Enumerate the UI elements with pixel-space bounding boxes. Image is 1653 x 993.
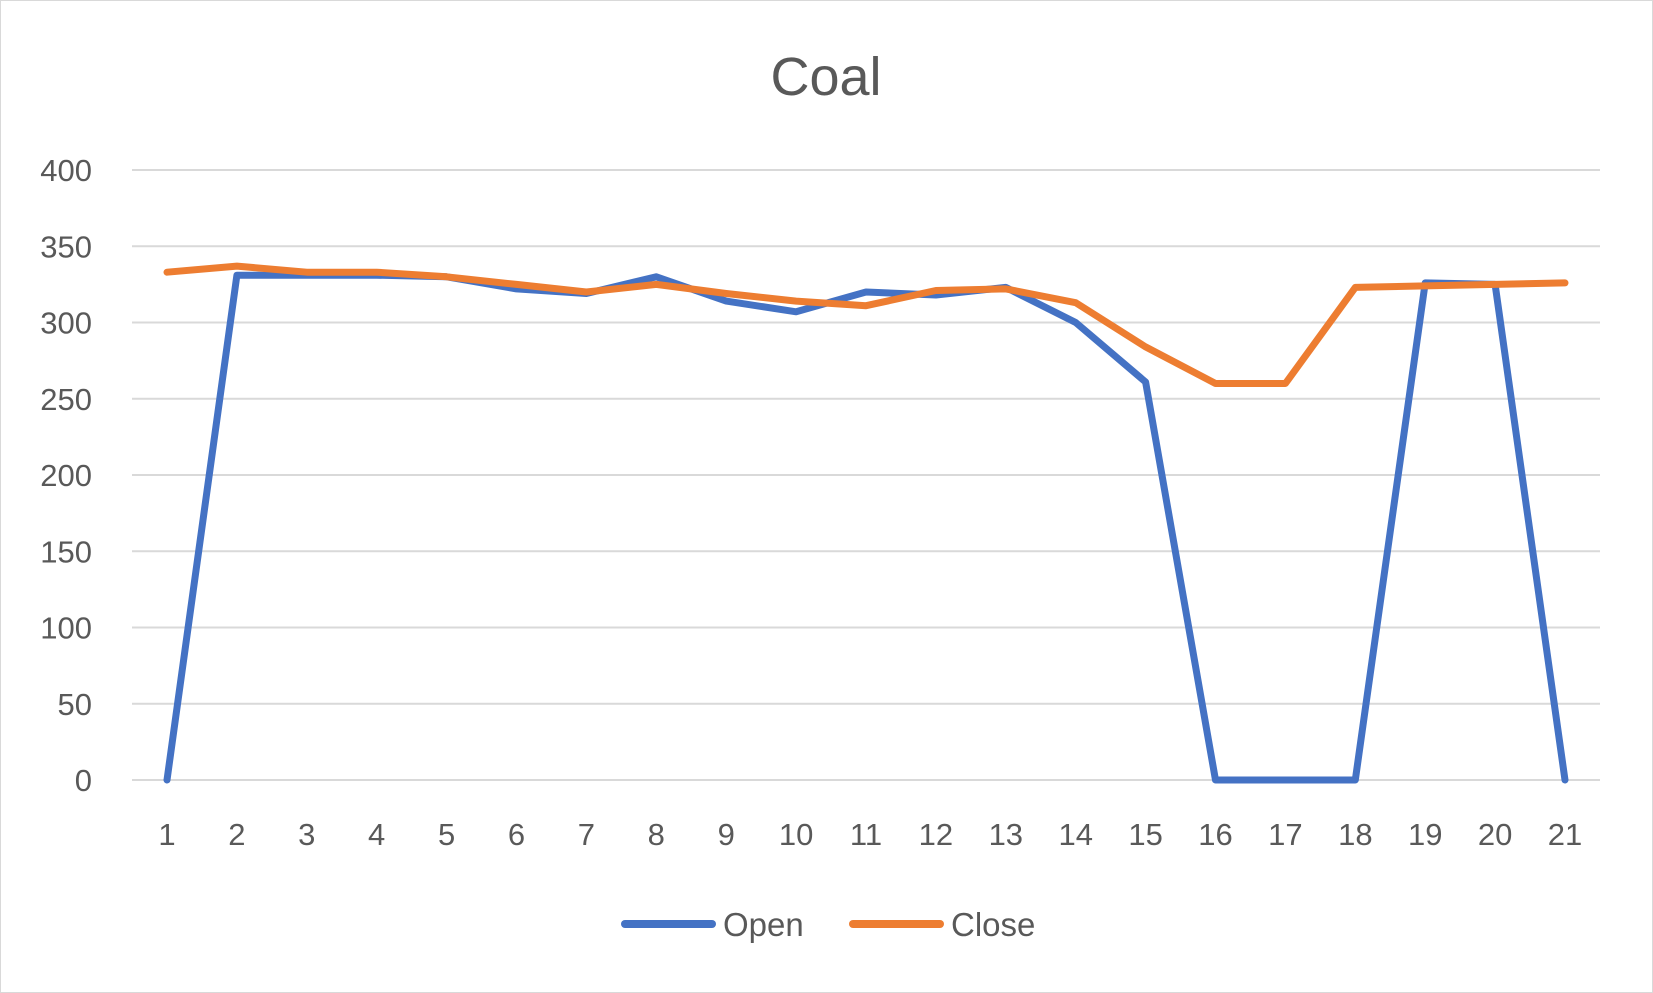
- x-axis-tick-labels: 1 2 3 4 5 6 7 8 9 10 11 12 13 14 15 16 17 18 19 20 21: [158, 817, 1582, 852]
- y-tick-label: 150: [40, 534, 92, 569]
- x-tick-label: 9: [718, 817, 735, 852]
- x-tick-label: 19: [1408, 817, 1442, 852]
- x-tick-label: 7: [578, 817, 595, 852]
- x-tick-label: 6: [508, 817, 525, 852]
- y-tick-label: 100: [40, 611, 92, 646]
- x-tick-label: 2: [228, 817, 245, 852]
- y-tick-label: 250: [40, 382, 92, 417]
- y-tick-label: 200: [40, 458, 92, 493]
- y-axis-tick-labels: 0 50 100 150 200 250 300 350 400: [40, 153, 92, 798]
- x-tick-label: 1: [158, 817, 175, 852]
- legend-label: Close: [951, 906, 1035, 943]
- legend: Open Close: [621, 906, 1035, 943]
- legend-item-close: Close: [849, 906, 1035, 943]
- x-tick-label: 11: [850, 817, 882, 852]
- x-tick-label: 15: [1128, 817, 1162, 852]
- x-tick-label: 21: [1548, 817, 1582, 852]
- x-tick-label: 10: [779, 817, 813, 852]
- legend-label: Open: [723, 906, 804, 943]
- y-tick-label: 0: [75, 763, 92, 798]
- x-tick-label: 12: [919, 817, 953, 852]
- y-tick-label: 400: [40, 153, 92, 188]
- x-tick-label: 8: [648, 817, 665, 852]
- series-lines: [163, 262, 1569, 784]
- x-tick-label: 3: [298, 817, 315, 852]
- x-tick-label: 17: [1268, 817, 1302, 852]
- y-tick-label: 350: [40, 229, 92, 264]
- x-tick-label: 5: [438, 817, 455, 852]
- legend-item-open: Open: [621, 906, 804, 943]
- chart-title: Coal: [770, 47, 881, 107]
- x-tick-label: 4: [368, 817, 385, 852]
- gridlines: [132, 169, 1600, 781]
- series-line-close: [163, 262, 1569, 387]
- x-tick-label: 18: [1338, 817, 1372, 852]
- y-tick-label: 300: [40, 306, 92, 341]
- x-tick-label: 14: [1058, 817, 1092, 852]
- y-tick-label: 50: [58, 687, 92, 722]
- x-tick-label: 20: [1478, 817, 1512, 852]
- x-tick-label: 16: [1198, 817, 1232, 852]
- x-tick-label: 13: [989, 817, 1023, 852]
